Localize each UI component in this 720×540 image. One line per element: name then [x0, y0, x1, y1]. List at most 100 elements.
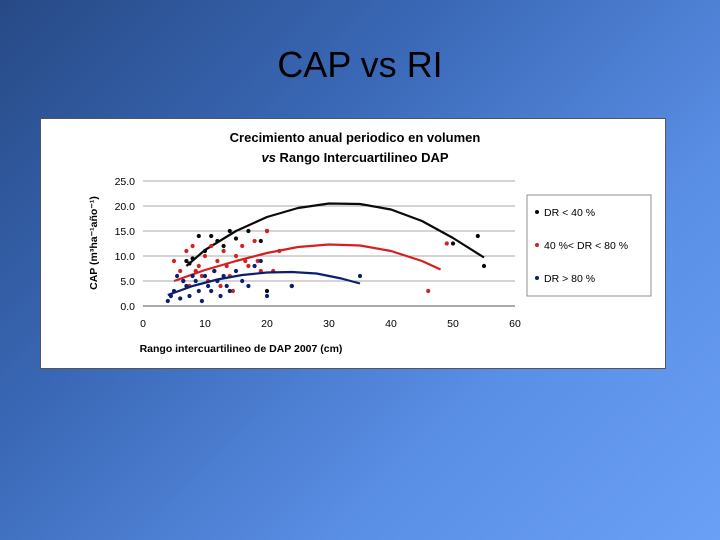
- data-point: [209, 288, 214, 294]
- trend-line: [173, 243, 442, 283]
- data-point: [221, 243, 226, 249]
- data-point: [184, 283, 189, 289]
- data-point: [221, 273, 226, 279]
- slide-title: CAP vs RI: [277, 44, 443, 85]
- data-point: [212, 268, 217, 274]
- plot-area: 0.0 5.0 10.0 15.0 20.0 25.0 0 10 20 30 40 50 60: [115, 176, 521, 330]
- data-point: [184, 258, 189, 264]
- data-point: [246, 228, 251, 234]
- y-tick-label: 10.0: [115, 251, 136, 263]
- data-point: [426, 288, 431, 294]
- scatter-chart: Crecimiento anual periodico en volumen v…: [88, 130, 652, 355]
- x-tick-label: 10: [199, 318, 211, 330]
- x-tick-label: 60: [509, 318, 521, 330]
- x-tick-label: 40: [385, 318, 397, 330]
- data-point: [184, 248, 189, 254]
- data-point: [193, 268, 198, 274]
- data-point: [178, 296, 183, 301]
- data-point: [252, 263, 257, 269]
- chart-panel: Crecimiento anual periodico en volumen v…: [40, 118, 666, 369]
- data-point: [202, 273, 208, 279]
- data-point: [255, 258, 260, 264]
- data-point: [240, 243, 245, 249]
- data-point: [190, 273, 195, 279]
- data-point: [252, 238, 257, 244]
- data-point: [165, 298, 170, 304]
- y-tick-label: 0.0: [120, 301, 135, 313]
- y-tick-label: 20.0: [115, 201, 136, 213]
- data-point: [224, 283, 229, 289]
- legend-label: DR > 80 %: [544, 273, 595, 285]
- data-point: [209, 233, 214, 239]
- y-axis-label: CAP (m³ha⁻¹año⁻¹): [88, 196, 100, 290]
- data-point: [209, 243, 214, 249]
- data-point: [450, 241, 456, 246]
- data-point: [215, 258, 220, 264]
- data-point: [227, 228, 232, 234]
- data-point: [218, 283, 223, 289]
- data-point: [246, 283, 251, 289]
- data-point: [187, 261, 192, 266]
- data-point: [289, 283, 294, 289]
- data-point: [233, 236, 239, 241]
- data-point: [215, 238, 220, 244]
- data-point: [218, 293, 223, 299]
- data-point: [475, 233, 480, 239]
- data-point: [258, 258, 263, 264]
- data-point: [233, 268, 239, 274]
- data-point: [168, 293, 173, 299]
- data-point: [199, 298, 204, 304]
- legend-label: 40 %< DR < 80 %: [544, 240, 628, 252]
- data-point: [224, 263, 229, 269]
- data-point: [199, 273, 204, 279]
- x-tick-label: 50: [447, 318, 459, 330]
- trend-line: [185, 202, 485, 267]
- data-point: [264, 228, 270, 234]
- data-point: [178, 268, 183, 274]
- chart-title-rest: Rango Intercuartilineo DAP: [276, 150, 449, 165]
- data-point: [190, 243, 195, 249]
- data-point: [196, 233, 201, 239]
- data-point: [233, 253, 239, 259]
- data-point: [215, 278, 220, 284]
- chart-title-line1: Crecimiento anual periodico en volumen: [230, 130, 481, 145]
- data-point: [264, 288, 270, 294]
- legend-marker: [535, 210, 539, 214]
- data-point: [171, 288, 177, 294]
- chart-title-vs: vs: [261, 150, 275, 165]
- legend-marker: [535, 243, 539, 247]
- data-point: [181, 278, 186, 284]
- y-tick-label: 25.0: [115, 176, 136, 188]
- data-point: [243, 258, 248, 264]
- x-tick-label: 20: [261, 318, 273, 330]
- data-point: [444, 241, 449, 246]
- data-point: [202, 248, 208, 254]
- data-point: [227, 288, 232, 294]
- data-point: [175, 273, 180, 279]
- data-point: [240, 278, 245, 284]
- data-point: [264, 293, 270, 299]
- chart-title-line2: vs Rango Intercuartilineo DAP: [261, 150, 448, 165]
- data-point: [277, 248, 282, 254]
- x-tick-label: 0: [140, 318, 146, 330]
- data-point: [206, 283, 211, 289]
- data-point: [196, 263, 201, 269]
- data-point: [202, 253, 208, 259]
- data-point: [196, 288, 201, 294]
- data-point: [230, 288, 235, 294]
- data-point: [246, 263, 251, 269]
- data-point: [221, 248, 226, 254]
- legend-marker: [535, 276, 539, 280]
- y-tick-label: 15.0: [115, 226, 136, 238]
- data-point: [258, 238, 263, 244]
- data-point: [357, 273, 363, 279]
- legend: DR < 40 % 40 %< DR < 80 % DR > 80 %: [526, 194, 652, 297]
- legend-box: [526, 194, 652, 297]
- x-tick-label: 30: [323, 318, 335, 330]
- legend-label: DR < 40 %: [544, 207, 595, 219]
- data-point: [481, 263, 487, 269]
- y-tick-label: 5.0: [120, 276, 135, 288]
- data-point: [193, 278, 198, 284]
- data-point: [190, 256, 195, 261]
- trend-line: [167, 270, 361, 297]
